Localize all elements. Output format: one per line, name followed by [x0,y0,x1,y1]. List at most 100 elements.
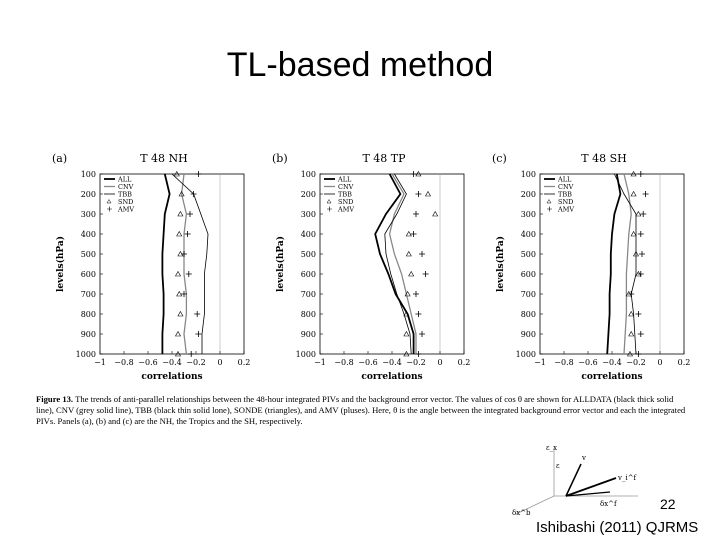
series-snd-marker [635,210,642,217]
series-amv-marker [639,251,645,257]
y-tick-label: 300 [81,210,96,219]
series-amv-marker [185,271,192,277]
y-tick-label: 700 [301,290,316,299]
y-tick-label: 600 [81,270,96,279]
diagram-axis-diagonal [515,495,555,515]
y-tick-label: 200 [521,190,536,199]
series-snd-marker [630,230,637,237]
diagram-label-5: ε_x [546,444,557,452]
y-tick-label: 400 [81,230,96,239]
series-amv-marker [410,231,417,237]
x-tick-label: 0.2 [458,358,470,367]
series-snd-marker [403,310,410,317]
y-tick-label: 900 [521,330,536,339]
diagram-vector-right [565,491,611,497]
x-axis-label: correlations [361,372,422,382]
panel-a: (a) T 48 NH 100 200 300 400 500 600 700 800 900 100… [30,140,250,390]
series-amv-marker [190,191,197,197]
y-tick-label: 1000 [296,350,316,359]
chart-svg: (a) T 48 NH 100 200 300 400 500 600 700 800 900 100… [52,152,250,382]
legend-label: CNV [338,183,354,191]
series-amv-marker [415,191,422,197]
series-snd-marker [415,170,422,177]
y-tick-label: 1000 [516,350,536,359]
legend-label: AMV [557,206,574,214]
series-snd-marker [408,270,415,277]
y-tick-label: 900 [81,330,96,339]
series-snd-marker [178,190,185,197]
legend-label: SND [118,198,133,206]
diagram-vector-up [565,463,582,497]
series-amv-marker [640,211,647,217]
series-all-line [161,173,171,354]
y-tick-label: 400 [301,230,316,239]
series-amv-marker [415,351,422,357]
x-tick-label: 0.2 [678,358,690,367]
y-tick-label: 400 [521,230,536,239]
x-tick-label: −0.4 [382,358,401,367]
y-tick-label: 700 [521,290,536,299]
x-tick-label: −0.6 [138,358,157,367]
y-tick-label: 1000 [76,350,96,359]
series-amv-marker [184,231,191,237]
series-amv-marker [637,231,644,237]
series-snd-marker [632,250,640,257]
series-amv-marker [195,171,202,177]
caption-text: The trends of anti-parallel relationship… [36,394,686,426]
x-tick-label: −1 [314,358,326,367]
y-tick-label: 600 [301,270,316,279]
series-amv-marker [642,191,649,197]
legend-label: ALL [557,176,572,184]
series-tbb-line [614,173,637,355]
series-snd-marker [174,330,182,337]
series-snd-marker [626,350,634,357]
diagram-label-4: δx^f [600,500,618,508]
legend-label: CNV [118,183,134,191]
x-tick-label: −1 [94,358,106,367]
x-axis-label: correlations [141,372,202,382]
x-tick-label: −0.2 [186,358,205,367]
series-amv-marker [187,211,193,217]
x-tick-label: −0.8 [334,358,353,367]
series-snd-marker [405,230,412,237]
legend-swatch [107,206,112,212]
panel-c: (c) T 48 SH 100 200 300 400 500 600 700 800 900 100… [470,140,690,390]
y-tick-label: 800 [521,310,536,319]
panel-title: T 48 TP [362,152,406,165]
series-snd-marker [174,270,182,277]
series-amv-marker [188,351,195,357]
legend-label: AMV [337,206,354,214]
diagram-vector-main [565,477,617,497]
y-tick-label: 500 [301,250,316,259]
y-tick-label: 300 [301,210,316,219]
chart-svg: (c) T 48 SH 100 200 300 400 500 600 700 800 900 100… [492,152,690,382]
x-tick-label: −0.2 [406,358,425,367]
y-tick-label: 100 [521,170,536,179]
series-amv-marker [419,251,425,257]
x-tick-label: 0.2 [238,358,250,367]
series-all-line [606,173,622,355]
series-amv-marker [637,331,644,337]
x-tick-label: −1 [534,358,546,367]
series-amv-marker [194,311,201,317]
x-tick-label: −0.6 [578,358,597,367]
x-tick-label: −0.4 [602,358,621,367]
diagram-label-1: δx^b [512,509,531,517]
chart-svg: (b) T 48 TP 100 200 300 400 500 600 700 800 900 100… [272,152,470,382]
series-snd-marker [405,250,412,257]
series-amv-marker [635,311,642,317]
x-tick-label: 0 [437,358,442,367]
y-tick-label: 200 [301,190,316,199]
series-snd-marker [173,170,180,177]
series-amv-marker [422,271,429,277]
x-axis-label: correlations [581,372,642,382]
series-amv-marker [419,331,425,337]
y-axis-label: levels(hPa) [275,236,286,292]
x-tick-label: −0.6 [358,358,377,367]
y-axis-label: levels(hPa) [495,236,506,292]
y-tick-label: 500 [521,250,536,259]
series-amv-marker [637,271,644,277]
series-amv-marker [181,291,187,297]
legend-label: CNV [558,183,574,191]
legend-label: ALL [337,176,352,184]
